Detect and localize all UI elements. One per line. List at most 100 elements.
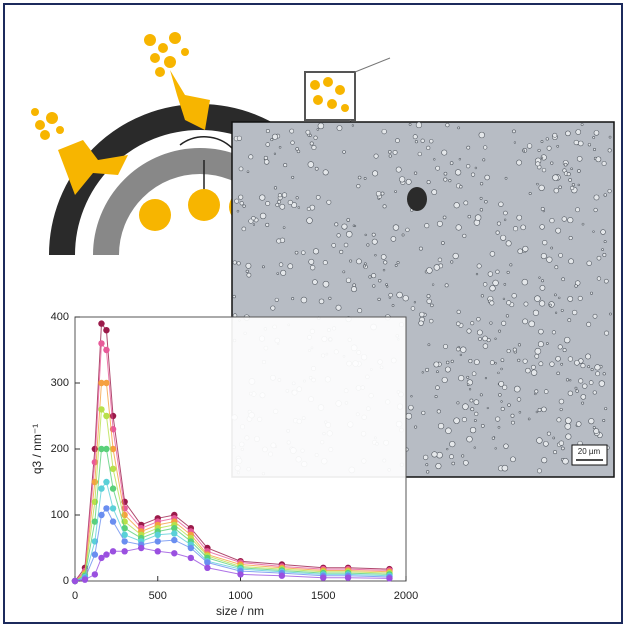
droplet [538,341,543,346]
droplet [477,317,481,321]
droplet [452,462,455,465]
droplet [498,393,501,396]
droplet [434,265,440,271]
droplet [510,264,512,266]
droplet [426,267,432,273]
data-point [188,545,194,551]
droplet [595,365,601,371]
droplet [572,183,575,186]
droplet [501,359,504,362]
droplet [372,239,377,244]
droplet [544,390,548,394]
droplet [569,178,572,181]
droplet [346,231,352,237]
droplet [541,157,543,159]
droplet [460,354,462,356]
droplet [284,163,287,166]
droplet [464,201,468,205]
droplet [479,132,485,138]
droplet [237,136,242,141]
droplet [535,348,541,354]
droplet [568,296,573,301]
droplet [599,381,605,387]
droplet [395,139,399,143]
droplet [383,205,386,208]
droplet [416,122,422,128]
droplet [459,158,461,160]
droplet [550,362,555,367]
droplet [278,200,281,203]
droplet [492,437,495,440]
droplet [314,136,318,140]
droplet [247,273,251,277]
droplet [271,306,275,310]
droplet [596,157,601,162]
droplet [569,259,574,264]
droplet [282,193,287,198]
droplet [569,236,572,239]
droplet [483,146,487,150]
droplet [514,142,516,144]
data-point [92,551,98,557]
droplet [239,195,243,199]
droplet [523,150,525,152]
droplet [474,412,478,416]
droplet [411,395,413,397]
droplet [249,155,253,159]
data-point [98,406,104,412]
droplet [501,368,503,370]
droplet [291,297,293,299]
droplet [307,207,311,211]
droplet [358,176,361,179]
droplet [451,261,454,264]
droplet [538,149,541,152]
droplet [604,240,606,242]
droplet [517,215,522,220]
droplet [572,310,577,315]
droplet [576,390,579,393]
droplet [539,301,545,307]
droplet [382,129,387,134]
droplet [559,186,562,189]
droplet [356,184,360,188]
droplet [323,170,328,175]
droplet [406,413,412,419]
figure: 20 µm size / nm q3 / nm⁻¹ 05001000150020… [0,0,627,628]
droplet [557,418,561,422]
droplet [575,208,579,212]
droplet [426,471,429,474]
droplet [414,172,417,175]
droplet [246,270,249,273]
droplet [434,362,439,367]
droplet [423,455,428,460]
droplet [589,381,593,385]
droplet [531,365,535,369]
droplet [391,236,396,241]
droplet [581,123,583,125]
droplet [409,123,411,125]
droplet [259,195,265,201]
droplet [536,183,538,185]
droplet [457,402,459,404]
droplet [602,249,604,251]
droplet [567,172,570,175]
data-point [72,578,78,584]
droplet [597,277,601,281]
droplet [441,241,444,244]
droplet [413,135,417,139]
droplet [266,143,270,147]
droplet [525,368,530,373]
droplet [541,407,546,412]
droplet [529,192,531,194]
droplet [378,298,381,301]
droplet [312,280,317,285]
data-point [110,413,116,419]
droplet [578,379,582,383]
droplet [571,168,573,170]
data-point [92,479,98,485]
droplet [556,356,561,361]
droplet [531,370,537,376]
droplet [550,218,555,223]
droplet [543,210,545,212]
droplet [266,201,270,205]
